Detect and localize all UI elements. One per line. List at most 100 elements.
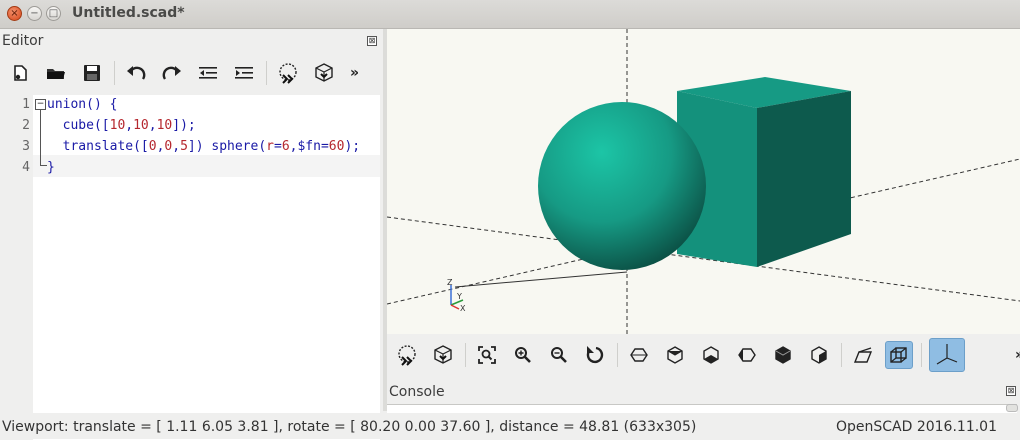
render-icon [315, 63, 333, 82]
version-label: OpenSCAD 2016.11.01 [835, 419, 997, 435]
view-left-button[interactable] [733, 341, 761, 369]
render-button[interactable] [310, 59, 338, 87]
window-title: Untitled.scad* [72, 5, 185, 21]
view-front-icon [775, 346, 791, 364]
console-close-button[interactable]: ⊠ [1006, 386, 1016, 396]
code-token: } [47, 160, 55, 175]
console-scrollbar[interactable] [1006, 404, 1018, 412]
unindent-button[interactable] [194, 59, 222, 87]
redo-icon [162, 66, 181, 80]
view-right-button[interactable] [625, 341, 653, 369]
view-front-button[interactable] [769, 341, 797, 369]
axis-label-x: X [460, 304, 466, 313]
code-token: , [125, 118, 134, 133]
view-toolbar-more-button[interactable]: » [1015, 347, 1020, 363]
editor-close-button[interactable]: ⊠ [367, 36, 377, 46]
console-output[interactable] [387, 404, 1017, 413]
save-button[interactable] [78, 59, 106, 87]
window-close-button[interactable]: × [7, 6, 22, 21]
code-token: 0 [148, 139, 157, 154]
editor-toolbar: » [6, 59, 359, 87]
3d-viewport[interactable]: Z Y X [387, 29, 1020, 334]
status-bar: Viewport: translate = [ 1.11 6.05 3.81 ]… [0, 413, 1020, 439]
view-all-icon [478, 346, 496, 364]
new-file-button[interactable] [6, 59, 34, 87]
view-top-button[interactable] [661, 341, 689, 369]
perspective-icon [853, 347, 873, 363]
viewport-status: Viewport: translate = [ 1.11 6.05 3.81 ]… [2, 419, 697, 435]
perspective-button[interactable] [849, 341, 877, 369]
axis-indicator-x [450, 304, 460, 310]
orthogonal-button[interactable] [885, 341, 913, 369]
open-file-button[interactable] [42, 59, 70, 87]
window-minimize-button[interactable]: − [27, 6, 42, 21]
view-left-icon [738, 348, 756, 362]
cube-top-face [677, 77, 851, 108]
toolbar-separator [617, 343, 618, 367]
code-line-4: } [47, 160, 55, 175]
code-token: 10 [109, 118, 126, 133]
code-token: 0 [164, 139, 173, 154]
line-number: 4 [22, 160, 30, 175]
toolbar-separator [114, 61, 115, 85]
sphere [538, 102, 706, 270]
panel-splitter[interactable] [383, 29, 387, 411]
view-preview-button[interactable] [393, 341, 421, 369]
line-number-gutter: 1 2 3 4 [0, 95, 33, 440]
preview-icon [279, 63, 297, 84]
code-token: translate([ [47, 139, 149, 154]
unindent-icon [199, 67, 217, 79]
view-all-button[interactable] [473, 341, 501, 369]
line-number: 3 [22, 139, 30, 154]
view-bottom-icon [703, 346, 719, 364]
axis-label-y: Y [456, 292, 462, 301]
undo-button[interactable] [122, 59, 150, 87]
code-line-1: union() { [47, 97, 117, 112]
line-number: 2 [22, 118, 30, 133]
code-token: , [156, 139, 165, 154]
view-render-button[interactable] [429, 341, 457, 369]
undo-icon [127, 66, 146, 80]
zoom-out-button[interactable] [545, 341, 573, 369]
orthogonal-icon [890, 347, 907, 363]
show-axes-button[interactable] [929, 338, 965, 372]
view-top-icon [667, 346, 683, 364]
redo-button[interactable] [158, 59, 186, 87]
view-bottom-button[interactable] [697, 341, 725, 369]
fold-guide-end [40, 165, 47, 166]
zoom-out-icon [551, 347, 567, 363]
indent-icon [235, 67, 253, 79]
code-token: ]); [172, 118, 196, 133]
cube-right-face [757, 91, 851, 267]
code-token: , [148, 118, 157, 133]
code-token: ,$fn= [289, 139, 329, 154]
preview-button[interactable] [274, 59, 302, 87]
console-panel: Console ⊠ [387, 374, 1020, 413]
code-token: = [274, 139, 282, 154]
editor-toolbar-more-button[interactable]: » [350, 65, 360, 81]
fold-toggle-icon[interactable]: − [35, 99, 46, 110]
reset-view-button[interactable] [581, 341, 609, 369]
code-token: , [172, 139, 181, 154]
reset-view-icon [586, 346, 604, 364]
zoom-in-button[interactable] [509, 341, 537, 369]
current-line-highlight [33, 155, 380, 177]
indent-button[interactable] [230, 59, 258, 87]
view-back-button[interactable] [805, 341, 833, 369]
render-icon [434, 345, 452, 364]
preview-icon [398, 345, 416, 366]
show-axes-icon [936, 344, 958, 365]
window-maximize-button[interactable]: □ [46, 6, 61, 21]
code-token: cube([ [47, 118, 110, 133]
code-token: 6 [281, 139, 290, 154]
x-axis [387, 216, 1020, 302]
save-icon [84, 65, 100, 81]
code-token: r [266, 139, 274, 154]
view-toolbar: » [387, 334, 1020, 374]
fold-guide [40, 110, 41, 166]
toolbar-separator [465, 343, 466, 367]
code-editor[interactable]: 1 2 3 4 − union() { cube([10,10,10]); tr… [0, 95, 380, 440]
new-file-icon [14, 65, 27, 81]
view-right-icon [630, 348, 648, 362]
code-line-3: translate([0,0,5]) sphere(r=6,$fn=60); [47, 139, 360, 154]
